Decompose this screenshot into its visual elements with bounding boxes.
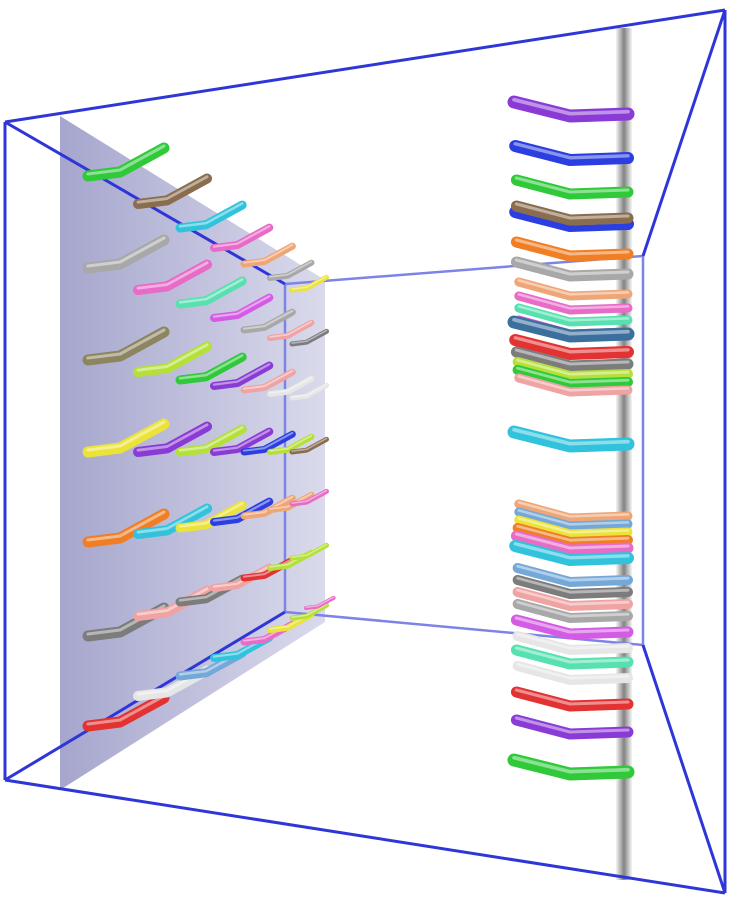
left-tube-r2-3 [210,361,274,390]
right-tube-32 [510,686,634,712]
right-tube-15 [512,365,633,389]
left-tube-r1-4 [240,308,296,334]
left-tube-r4-5 [267,491,315,513]
right-tube-29 [512,631,633,655]
right-tube-30 [510,644,634,670]
right-tube-20 [514,515,633,539]
left-tube-r4-0 [82,508,170,548]
left-tube-r2-5 [267,375,315,397]
right-tube-7 [514,277,633,301]
left-tube-r4-2 [175,500,247,533]
right-tube-12 [509,334,634,360]
left-tube-r0-6 [289,274,330,293]
left-tube-r1-2 [175,276,247,309]
right-tube-13 [510,346,634,372]
right-tube-19 [514,507,633,531]
left-tube-r0-2 [175,200,247,233]
left-tube-r3-3 [210,427,274,456]
left-tube-r0-5 [267,259,315,281]
right-tube-5 [510,236,634,262]
right-tube-27 [512,599,633,623]
right-tube-17 [507,425,635,453]
right-tube-22 [510,530,634,556]
right-tube-4 [510,200,634,226]
left-tube-r3-4 [240,430,296,456]
left-tube-r4-3 [210,497,274,526]
right-tube-16 [514,373,633,397]
left-tube-r3-6 [289,436,330,455]
right-tube-33 [510,714,634,740]
left-tube-r4-6 [289,488,330,507]
left-tube-r3-2 [175,424,247,457]
left-tube-r2-1 [133,341,213,377]
left-tube-r4-1 [133,503,213,539]
right-tube-25 [512,575,633,599]
left-tube-r0-3 [210,223,274,252]
left-tube-r6-7 [304,595,336,610]
left-tube-r1-5 [267,319,315,341]
right-tube-21 [512,523,633,547]
left-tube-r3-1 [133,421,213,457]
right-tube-9 [514,303,633,327]
left-tube-r1-0 [82,234,170,274]
left-tube-r6-0 [82,692,170,732]
left-tube-r6-6 [289,602,330,621]
left-tube-r0-4 [240,242,296,268]
left-tube-r4-4 [240,494,296,520]
right-tube-14 [512,357,633,381]
left-tube-r3-0 [82,418,170,458]
right-tube-8 [514,291,633,315]
left-tube-r5-6 [289,542,330,561]
right-tube-1 [509,140,634,166]
left-lipid-tubes [82,142,336,732]
left-tube-r2-0 [82,326,170,366]
left-tube-r1-6 [289,328,330,347]
right-lipid-tubes [507,95,635,781]
left-tube-r1-1 [133,259,213,295]
right-tube-6 [510,256,634,282]
left-tube-r3-5 [267,433,315,455]
right-tube-23 [509,540,634,566]
right-tube-2 [510,174,634,200]
right-tube-0 [507,95,635,123]
left-tube-r2-2 [175,352,247,385]
right-tube-34 [507,753,635,781]
right-tube-28 [510,614,634,640]
left-tube-r0-1 [133,173,213,209]
left-tube-r2-6 [289,382,330,401]
right-tube-11 [507,315,635,343]
left-tube-r0-0 [82,142,170,182]
left-tube-r2-4 [240,368,296,394]
right-tube-26 [512,587,633,611]
left-tube-r1-3 [210,293,274,322]
right-tube-31 [512,661,633,685]
right-tube-24 [512,563,633,587]
right-tube-18 [514,499,633,523]
